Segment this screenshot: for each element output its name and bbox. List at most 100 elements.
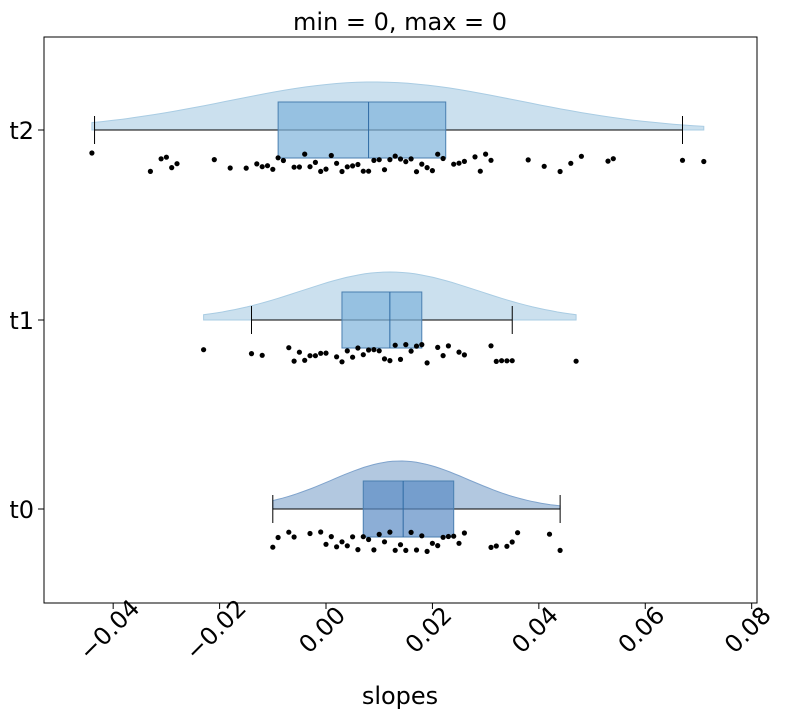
rain-point-t2-30 [371,157,377,163]
rain-point-t0-7 [328,534,334,540]
rain-point-t2-3 [163,154,169,160]
rain-point-t1-28 [424,360,430,366]
chart-title: min = 0, max = 0 [293,8,507,36]
box-t0 [362,480,455,538]
box-t1 [341,291,423,349]
rain-point-t2-6 [211,157,217,163]
rain-point-t1-11 [334,354,340,360]
rain-point-t0-20 [397,542,404,548]
rain-point-t1-4 [291,358,297,364]
rain-point-t2-57 [610,156,616,162]
rain-point-t2-34 [392,153,398,159]
rain-point-t2-58 [679,157,686,163]
x-axis-label: slopes [362,682,438,710]
rain-point-t0-28 [440,534,446,540]
rain-point-t2-59 [701,158,707,165]
rain-point-t2-35 [397,156,404,162]
rain-point-t2-19 [312,159,318,165]
rain-point-t2-8 [243,165,249,171]
rain-point-t0-26 [429,540,435,546]
rain-point-t0-35 [504,543,510,549]
rain-point-t2-1 [147,168,153,174]
rain-point-t1-37 [504,358,510,364]
rain-point-t0-5 [318,529,324,535]
rain-point-t2-9 [254,161,260,167]
rain-point-t0-32 [461,530,467,536]
x-tick-label-2: 0.00 [293,601,351,659]
rain-point-t0-23 [413,547,420,553]
rain-point-t0-38 [546,531,553,537]
rain-point-t2-46 [461,158,467,164]
rain-point-t2-33 [387,157,393,163]
rain-point-t1-31 [445,343,451,349]
rain-point-t1-35 [493,358,499,364]
rain-point-t1-6 [302,357,308,363]
rain-point-t2-24 [339,168,345,175]
rain-point-t2-23 [334,160,340,166]
rain-point-t0-18 [387,529,393,535]
rain-point-t1-21 [387,358,393,364]
rain-point-t2-47 [472,154,478,160]
rain-point-t1-25 [408,348,414,354]
x-tick-label-1: −0.02 [180,594,252,666]
x-tick-label-5: 0.06 [613,601,671,659]
x-tick-label-0: −0.04 [74,594,146,666]
rain-point-t2-12 [270,166,276,172]
rain-point-t1-24 [403,342,409,348]
box-plots [94,101,684,538]
x-axis-ticks: −0.04 −0.02 0.00 0.02 0.04 0.06 0.08 [74,594,777,666]
rain-point-t2-52 [541,163,547,169]
rain-point-t0-37 [515,530,521,536]
rain-point-t0-3 [291,534,297,540]
rain-point-t0-9 [339,539,345,545]
rain-point-t2-37 [408,156,414,162]
rain-point-t0-16 [376,531,382,538]
rain-point-t1-13 [344,348,350,354]
rain-point-t1-1 [248,351,255,357]
y-tick-label-t1: t1 [9,307,34,335]
rain-point-t0-17 [381,539,388,545]
rain-point-t2-40 [424,165,430,171]
rain-point-t1-26 [413,343,420,349]
rain-point-t2-18 [307,164,313,170]
rain-point-t2-0 [89,150,95,156]
rain-point-t2-22 [328,152,334,159]
rain-point-t2-17 [302,151,308,157]
rain-point-t2-29 [366,168,372,174]
rain-point-t1-23 [397,356,404,362]
rain-point-t1-22 [392,342,398,348]
box-t2 [277,101,447,159]
rain-point-t0-22 [408,529,414,536]
rain-point-t0-21 [403,547,409,554]
rain-point-t0-31 [456,540,462,546]
rain-point-t1-7 [307,353,313,359]
rain-point-t1-34 [488,343,494,349]
rain-point-t0-33 [488,544,494,551]
rain-point-t1-27 [419,342,425,348]
rain-point-t2-42 [435,151,441,157]
rain-point-t2-32 [381,167,388,173]
rain-point-t0-15 [371,547,377,553]
rain-point-t1-14 [350,354,356,360]
rain-point-t0-1 [275,534,281,541]
rain-point-t2-56 [605,158,611,164]
rain-point-t2-55 [578,153,585,159]
rain-point-t1-19 [376,348,382,354]
x-tick-label-4: 0.04 [506,601,564,659]
rain-point-t2-45 [456,160,462,166]
rain-point-t2-15 [291,164,297,170]
x-tick-label-3: 0.02 [400,601,458,659]
rain-point-t2-36 [403,159,409,165]
y-tick-label-t2: t2 [9,117,34,145]
rain-point-t2-10 [259,164,265,170]
rain-point-t1-32 [456,349,462,355]
rain-point-t0-39 [557,547,563,554]
rain-point-t2-5 [174,161,180,167]
rain-point-t0-11 [350,534,356,540]
rain-point-t1-5 [296,349,302,355]
rain-point-t2-39 [419,161,425,167]
rain-point-t0-25 [424,548,430,555]
rain-point-t0-24 [419,533,425,539]
rain-point-t2-26 [350,163,356,169]
